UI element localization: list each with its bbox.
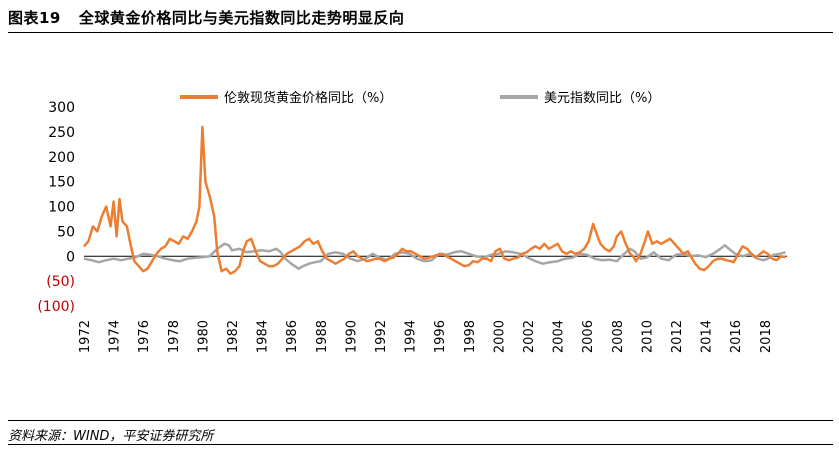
legend-gold: 伦敦现货黄金价格同比（%） [180, 87, 392, 106]
y-tick-label: 0 [66, 249, 75, 265]
legend-usd-label: 美元指数同比（%） [544, 91, 661, 106]
y-tick-label: 200 [48, 150, 75, 166]
x-tick-label: 2006 [581, 320, 596, 353]
x-tick-label: 2004 [552, 320, 567, 353]
y-tick-label: 250 [48, 125, 75, 141]
bottom-rule [8, 444, 833, 445]
x-tick-label: 1988 [315, 320, 330, 353]
x-tick-label: 1984 [256, 320, 271, 353]
x-tick-label: 2018 [759, 320, 774, 353]
x-tick-label: 1982 [226, 320, 241, 353]
chart-svg: 300 250 200 150 100 50 0 (50) (100) 1972 1974 1976… [37, 100, 787, 353]
x-tick-label: 1994 [404, 320, 419, 353]
x-tick-label: 2008 [611, 320, 626, 353]
source-rule [8, 420, 833, 421]
y-axis: 300 250 200 150 100 50 0 (50) (100) [37, 100, 75, 315]
x-tick-label: 1980 [196, 320, 211, 353]
figure-title-text: 全球黄金价格同比与美元指数同比走势明显反向 [78, 9, 405, 27]
x-tick-label: 1972 [78, 320, 93, 353]
y-tick-label: 150 [48, 175, 75, 191]
legend-usd: 美元指数同比（%） [500, 87, 660, 106]
x-tick-label: 1992 [374, 320, 389, 353]
source-note: 资料来源：WIND，平安证券研究所 [8, 429, 214, 444]
x-tick-label: 2010 [640, 320, 655, 353]
figure-number: 图表19 [8, 9, 61, 27]
x-tick-label: 1996 [433, 320, 448, 353]
x-tick-label: 2016 [729, 320, 744, 353]
legend-gold-label: 伦敦现货黄金价格同比（%） [224, 91, 393, 106]
y-tick-label: 50 [57, 224, 75, 240]
x-tick-label: 1986 [285, 320, 300, 353]
y-tick-label: (50) [46, 274, 75, 290]
y-tick-label: 100 [48, 200, 75, 216]
usd-index-yoy-line [83, 242, 786, 270]
x-tick-label: 2012 [670, 320, 685, 353]
title-rule [8, 32, 833, 33]
x-tick-label: 2002 [522, 320, 537, 353]
figure-title: 图表19 全球黄金价格同比与美元指数同比走势明显反向 [8, 7, 404, 28]
x-tick-label: 2000 [492, 320, 507, 353]
y-tick-label: (100) [37, 299, 75, 315]
y-tick-label: 300 [48, 100, 75, 116]
x-tick-label: 1990 [344, 320, 359, 353]
x-tick-label: 1978 [167, 320, 182, 353]
legend-usd-swatch [500, 94, 538, 99]
x-axis: 1972 1974 1976 1978 1980 1982 1984 1986 1988 1990… [78, 255, 787, 353]
x-tick-label: 2014 [700, 320, 715, 353]
series-group [83, 125, 786, 275]
x-tick-label: 1976 [137, 320, 152, 353]
x-tick-label: 1974 [108, 320, 123, 353]
gold-yoy-line [83, 125, 786, 275]
legend-gold-swatch [180, 94, 218, 99]
x-tick-label: 1998 [463, 320, 478, 353]
